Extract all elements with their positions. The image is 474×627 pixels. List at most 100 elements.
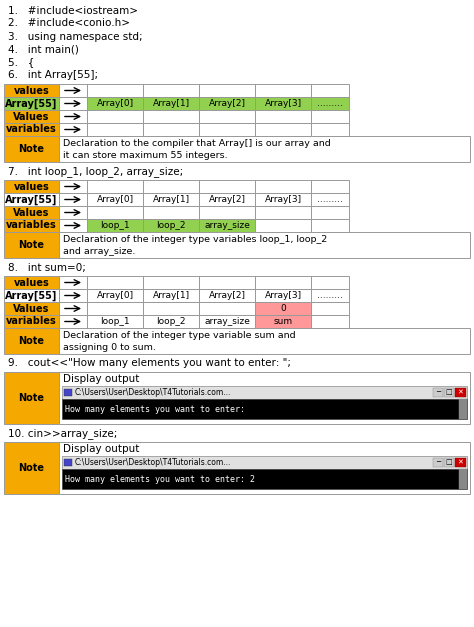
Bar (255, 84, 311, 97)
Bar (255, 276, 311, 289)
Bar (143, 276, 199, 289)
Bar (433, 388, 443, 397)
Text: Array[0]: Array[0] (96, 291, 134, 300)
Bar (87, 276, 143, 289)
Text: .........: ......... (317, 291, 343, 300)
Bar (459, 399, 467, 419)
Bar (143, 219, 199, 232)
Bar (143, 193, 199, 206)
Text: Array[55]: Array[55] (5, 290, 58, 300)
Text: 7.   int loop_1, loop_2, array_size;: 7. int loop_1, loop_2, array_size; (8, 166, 183, 177)
Text: Array[0]: Array[0] (96, 99, 134, 108)
Bar (62, 399, 467, 419)
Bar (59, 97, 87, 110)
Bar (311, 110, 349, 123)
Bar (255, 123, 311, 136)
Bar (143, 97, 199, 110)
Bar (255, 219, 311, 232)
Bar (87, 123, 143, 136)
Bar (143, 110, 199, 123)
Text: Note: Note (18, 144, 45, 154)
Text: Declaration of the integer type variables loop_1, loop_2
and array_size.: Declaration of the integer type variable… (63, 235, 327, 256)
Bar (4, 110, 59, 123)
Text: loop_2: loop_2 (156, 221, 186, 230)
Bar (4, 123, 59, 136)
Bar (199, 219, 255, 232)
Bar (199, 180, 255, 193)
Text: Array[55]: Array[55] (5, 98, 58, 108)
Bar (143, 315, 199, 328)
Text: ─: ─ (436, 389, 440, 396)
Text: ✕: ✕ (457, 460, 464, 465)
Bar (444, 458, 454, 467)
Text: loop_1: loop_1 (100, 221, 130, 230)
Bar (59, 302, 87, 315)
Bar (59, 289, 87, 302)
Bar (433, 458, 443, 467)
Text: Note: Note (18, 463, 45, 473)
Text: Array[3]: Array[3] (264, 195, 301, 204)
Bar (199, 97, 255, 110)
Bar (255, 289, 311, 302)
Bar (4, 84, 59, 97)
Text: How many elements you want to enter: 2: How many elements you want to enter: 2 (65, 475, 255, 483)
Bar (59, 193, 87, 206)
Bar (199, 315, 255, 328)
Text: .........: ......... (317, 99, 343, 108)
Bar (4, 315, 59, 328)
Text: Array[1]: Array[1] (153, 99, 190, 108)
Bar (59, 315, 87, 328)
Bar (143, 180, 199, 193)
Text: variables: variables (6, 317, 57, 327)
Bar (255, 110, 311, 123)
Bar (143, 84, 199, 97)
Bar (311, 84, 349, 97)
Text: C:\Users\User\Desktop\T4Tutorials.com...: C:\Users\User\Desktop\T4Tutorials.com... (75, 388, 231, 397)
Bar (59, 180, 87, 193)
Bar (199, 193, 255, 206)
Bar (311, 289, 349, 302)
Text: Note: Note (18, 393, 45, 403)
Text: Display output: Display output (63, 444, 139, 454)
Text: □: □ (446, 389, 452, 396)
Bar (199, 302, 255, 315)
Text: Array[3]: Array[3] (264, 99, 301, 108)
Text: Array[2]: Array[2] (209, 99, 246, 108)
Bar (4, 442, 59, 494)
Text: □: □ (446, 460, 452, 465)
Bar (143, 289, 199, 302)
Bar (4, 276, 59, 289)
Text: array_size: array_size (204, 221, 250, 230)
Bar (87, 180, 143, 193)
Text: 10. cin>>array_size;: 10. cin>>array_size; (8, 428, 118, 439)
Text: Declaration of the integer type variable sum and
assigning 0 to sum.: Declaration of the integer type variable… (63, 331, 296, 352)
Bar (311, 180, 349, 193)
Bar (64, 389, 72, 396)
Text: 6.   int Array[55];: 6. int Array[55]; (8, 70, 98, 80)
Bar (455, 388, 466, 397)
Bar (444, 388, 454, 397)
Text: 2.   #include<conio.h>: 2. #include<conio.h> (8, 19, 130, 28)
Text: loop_2: loop_2 (156, 317, 186, 326)
Text: Values: Values (13, 208, 50, 218)
Bar (459, 469, 467, 489)
Bar (255, 315, 311, 328)
Bar (4, 372, 59, 424)
Text: Values: Values (13, 303, 50, 314)
Bar (59, 123, 87, 136)
Bar (199, 206, 255, 219)
Text: C:\Users\User\Desktop\T4Tutorials.com...: C:\Users\User\Desktop\T4Tutorials.com... (75, 458, 231, 467)
Bar (199, 276, 255, 289)
Bar (59, 328, 470, 354)
Bar (62, 456, 467, 469)
Text: values: values (14, 85, 49, 95)
Bar (87, 84, 143, 97)
Text: Array[2]: Array[2] (209, 195, 246, 204)
Bar (87, 315, 143, 328)
Bar (311, 97, 349, 110)
Bar (4, 180, 59, 193)
Bar (87, 206, 143, 219)
Bar (199, 84, 255, 97)
Bar (62, 469, 467, 489)
Bar (311, 206, 349, 219)
